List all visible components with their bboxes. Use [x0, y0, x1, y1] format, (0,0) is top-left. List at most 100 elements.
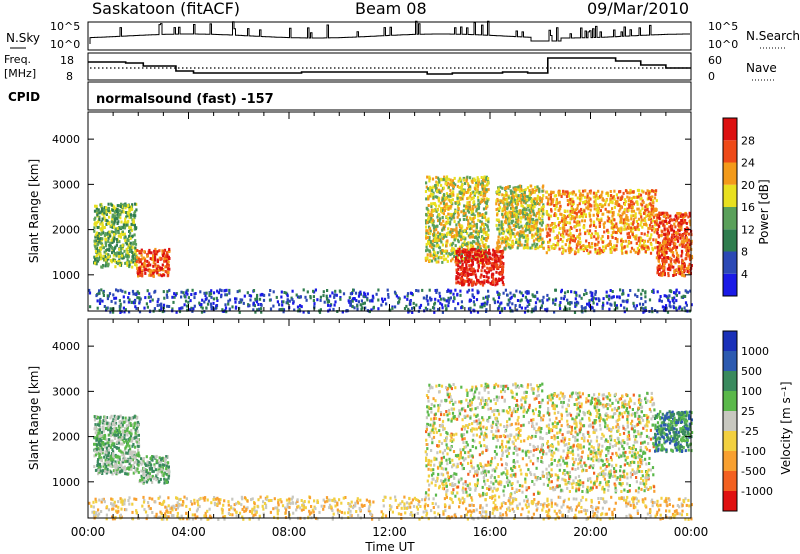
heatmap-cell — [411, 311, 414, 314]
heatmap-cell — [121, 230, 124, 234]
heatmap-cell — [592, 224, 596, 227]
heatmap-cell — [115, 254, 118, 258]
heatmap-cell — [441, 260, 444, 264]
heatmap-cell — [534, 301, 538, 305]
heatmap-cell — [632, 304, 636, 308]
heatmap-cell — [524, 290, 527, 294]
heatmap-cell — [113, 210, 116, 214]
heatmap-cell — [666, 267, 669, 271]
heatmap-cell — [158, 256, 161, 260]
heatmap-cell — [443, 224, 447, 228]
heatmap-cell — [688, 254, 691, 258]
heatmap-cell — [325, 294, 328, 298]
heatmap-cell — [618, 209, 621, 213]
heatmap-cell — [592, 220, 596, 224]
heatmap-cell — [534, 244, 537, 248]
heatmap-cell — [617, 229, 620, 232]
heatmap-cell — [425, 213, 428, 217]
heatmap-cell — [621, 299, 624, 303]
heatmap-cell — [175, 310, 178, 314]
heatmap-cell — [507, 303, 510, 307]
heatmap-cell — [588, 212, 591, 216]
heatmap-cell — [644, 205, 647, 209]
heatmap-cell — [680, 233, 683, 237]
heatmap-cell — [679, 214, 682, 218]
heatmap-cell — [460, 272, 463, 275]
heatmap-cell — [508, 222, 511, 225]
heatmap-cell — [154, 258, 157, 262]
heatmap-cell — [458, 218, 461, 222]
heatmap-cell — [576, 196, 579, 200]
heatmap-cell — [500, 301, 503, 305]
heatmap-cell — [503, 306, 506, 310]
heatmap-cell — [156, 250, 159, 254]
heatmap-cell — [525, 225, 528, 229]
heatmap-cell — [685, 230, 689, 233]
heatmap-cell — [495, 256, 498, 260]
colorbar-tick-label: 20 — [741, 179, 755, 192]
heatmap-cell — [479, 282, 482, 286]
heatmap-cell — [438, 197, 441, 201]
heatmap-cell — [628, 204, 631, 207]
heatmap-cell — [476, 212, 480, 216]
heatmap-cell — [621, 251, 624, 255]
heatmap-cell — [676, 232, 679, 236]
heatmap-cell — [149, 263, 152, 267]
heatmap-cell — [560, 213, 563, 216]
heatmap-cell — [650, 221, 653, 224]
heatmap-cell — [523, 224, 526, 228]
heatmap-cell — [101, 299, 104, 303]
heatmap-cell — [471, 245, 474, 249]
heatmap-cell — [474, 187, 477, 191]
heatmap-cell — [109, 244, 112, 248]
heatmap-cell — [135, 208, 138, 212]
heatmap-cell — [589, 234, 593, 237]
heatmap-cell — [605, 198, 608, 202]
date-title: 09/Mar/2010 — [587, 0, 690, 18]
heatmap-cell — [182, 291, 185, 295]
heatmap-cell — [470, 263, 473, 267]
heatmap-cell — [648, 202, 651, 206]
heatmap-cell — [674, 231, 678, 235]
heatmap-cell — [643, 240, 646, 244]
heatmap-cell — [478, 190, 481, 194]
heatmap-cell — [149, 299, 152, 303]
heatmap-cell — [662, 223, 665, 227]
heatmap-cell — [448, 289, 451, 293]
heatmap-cell — [650, 203, 653, 207]
heatmap-cell — [680, 228, 683, 231]
heatmap-cell — [597, 218, 600, 222]
heatmap-cell — [442, 212, 445, 216]
heatmap-cell — [154, 269, 158, 273]
heatmap-cell — [159, 266, 162, 270]
heatmap-cell — [487, 198, 490, 201]
heatmap-cell — [651, 209, 654, 213]
heatmap-cell — [430, 220, 433, 224]
heatmap-cell — [507, 230, 510, 234]
heatmap-cell — [477, 240, 480, 244]
heatmap-cell — [127, 255, 130, 259]
heatmap-cell — [465, 279, 468, 283]
heatmap-cell — [675, 219, 678, 223]
heatmap-cell — [668, 243, 672, 247]
heatmap-cell — [288, 299, 291, 303]
heatmap-cell — [431, 242, 434, 246]
heatmap-cell — [518, 226, 521, 230]
heatmap-cell — [450, 201, 453, 204]
heatmap-cell — [228, 307, 231, 311]
heatmap-cell — [524, 246, 527, 250]
heatmap-cell — [585, 292, 588, 295]
heatmap-cell — [163, 273, 166, 277]
heatmap-cell — [96, 221, 99, 225]
heatmap-cell — [134, 239, 137, 243]
heatmap-cell — [483, 251, 486, 255]
heatmap-cell — [475, 227, 478, 231]
heatmap-cell — [587, 207, 590, 211]
heatmap-cell — [507, 194, 510, 198]
heatmap-cell — [683, 245, 686, 249]
heatmap-cell — [452, 193, 455, 197]
heatmap-cell — [579, 240, 582, 244]
heatmap-cell — [434, 254, 437, 258]
heatmap-cell — [115, 216, 118, 220]
heatmap-cell — [515, 188, 518, 192]
